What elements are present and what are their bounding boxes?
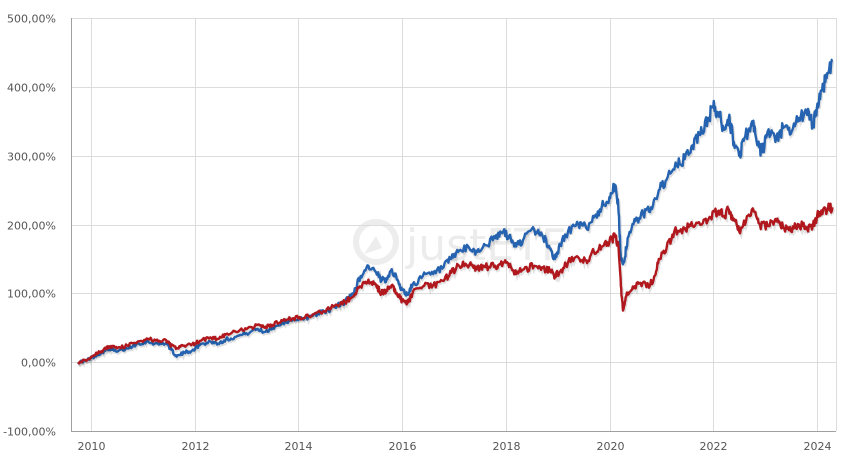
y-tick-label: 100,00% (7, 288, 56, 301)
watermark-logo-icon (353, 219, 399, 265)
horizontal-gridlines (71, 18, 836, 363)
y-tick-label: 300,00% (7, 151, 56, 164)
blue-series-line[interactable] (77, 58, 834, 365)
y-tick-label: 400,00% (7, 82, 56, 95)
y-axis-labels: -100,00% 0,00% 100,00% 200,00% 300,00% 400,00… (3, 13, 56, 439)
x-axis-labels: 2010 2012 2014 2016 2018 2020 2022 2024 (78, 440, 832, 453)
red-series-line[interactable] (77, 202, 834, 365)
x-tick-label: 2014 (285, 440, 313, 453)
x-tick-label: 2018 (493, 440, 521, 453)
y-tick-label: 500,00% (7, 13, 56, 26)
watermark-arrow-icon (364, 236, 382, 254)
data-series (77, 58, 835, 368)
y-tick-label: 0,00% (21, 357, 56, 370)
vertical-gridlines (91, 18, 837, 431)
x-tick-label: 2010 (78, 440, 106, 453)
x-tick-label: 2012 (182, 440, 210, 453)
x-tick-label: 2022 (700, 440, 728, 453)
y-tick-label: 200,00% (7, 220, 56, 233)
y-tick-label: -100,00% (3, 426, 56, 439)
x-tick-label: 2024 (804, 440, 832, 453)
x-tick-label: 2020 (597, 440, 625, 453)
x-tick-label: 2016 (389, 440, 417, 453)
